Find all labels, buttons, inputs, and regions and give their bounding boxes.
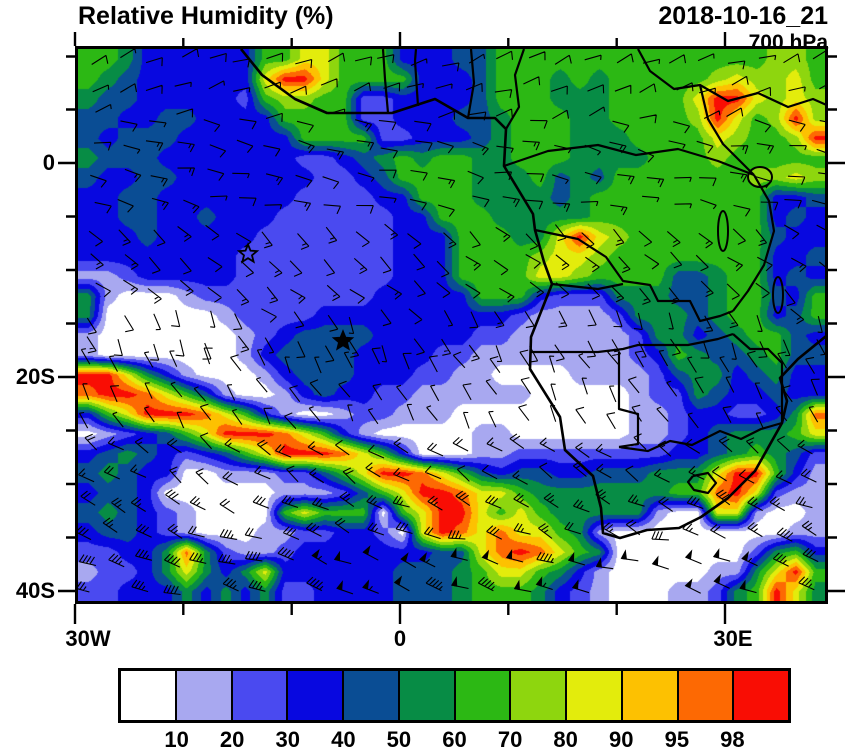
map-frame (75, 46, 828, 604)
colorbar-tick-label: 20 (219, 727, 245, 750)
colorbar-tick-label: 95 (664, 727, 690, 750)
colorbar-tick-label: 98 (720, 727, 745, 750)
colorbar-tick-label: 10 (164, 727, 189, 750)
lake-outline (772, 276, 784, 314)
colorbar-segment (453, 671, 510, 720)
y-axis-tick-label: 0 (42, 150, 55, 175)
colorbar-tick-label: 50 (386, 727, 412, 750)
star-marker (331, 329, 355, 351)
colorbar-segment (732, 671, 788, 720)
datetime-label: 2018-10-16_21 (658, 2, 828, 30)
x-axis-tick-label: 30E (713, 626, 753, 651)
colorbar-segment (620, 671, 677, 720)
x-axis-tick-label: 0 (393, 626, 407, 651)
wind-barb-flags (311, 545, 750, 591)
country-border (530, 332, 734, 354)
colorbar-segment (121, 671, 175, 720)
country-border (503, 143, 755, 177)
colorbar-tick-label: 90 (609, 727, 634, 750)
country-border (698, 84, 755, 176)
country-border (637, 49, 825, 109)
colorbar-segment (342, 671, 398, 720)
colorbar-tick-label: 30 (275, 727, 300, 750)
country-border (686, 471, 718, 495)
y-axis-tick-label: 40S (15, 578, 55, 603)
page-title: Relative Humidity (%) (78, 2, 334, 30)
colorbar-tick-label: 80 (553, 727, 578, 750)
map-overlay-svg (78, 49, 825, 596)
country-border (732, 333, 784, 423)
x-axis-tick-label: 30W (65, 626, 111, 651)
colorbar-segment (230, 671, 287, 720)
colorbar-segment (676, 671, 733, 720)
lake-outline (717, 210, 729, 252)
wind-barbs (78, 49, 825, 596)
country-border (413, 49, 420, 107)
colorbar-segment (565, 671, 621, 720)
country-border (534, 228, 734, 323)
colorbar (118, 668, 791, 723)
star-marker (236, 242, 260, 264)
colorbar-segment (509, 671, 565, 720)
country-border (617, 352, 640, 449)
country-border (732, 174, 776, 312)
colorbar-segment (397, 671, 454, 720)
y-axis-tick-label: 20S (15, 364, 55, 389)
colorbar-tick-label: 70 (497, 727, 523, 750)
country-border (505, 49, 526, 130)
colorbar-tick-label: 60 (442, 727, 467, 750)
country-border (466, 49, 476, 119)
colorbar-segment (174, 671, 231, 720)
country-border (381, 49, 390, 114)
colorbar-tick-label: 40 (331, 727, 356, 750)
colorbar-segment (286, 671, 342, 720)
